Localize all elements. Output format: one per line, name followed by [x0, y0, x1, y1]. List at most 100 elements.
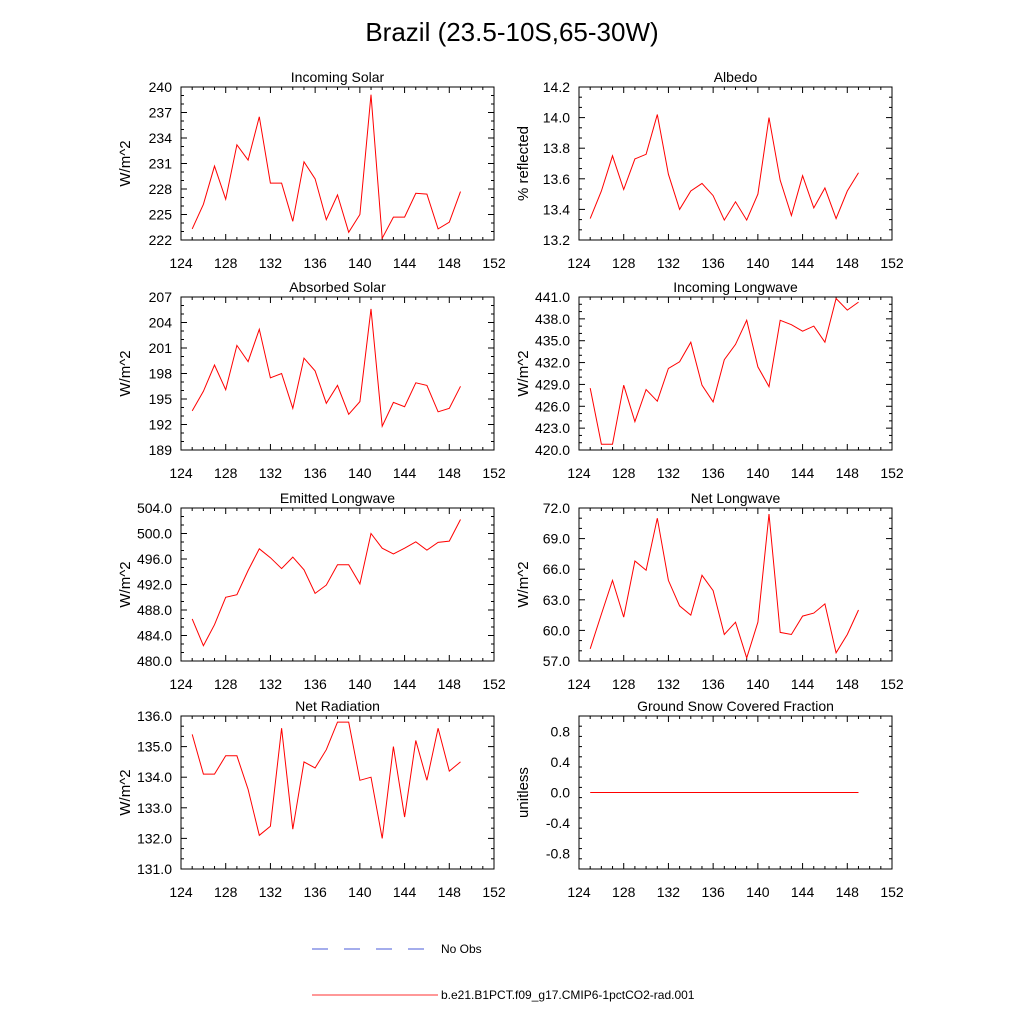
x-tick-label: 152 — [482, 255, 506, 271]
x-tick-label: 140 — [348, 465, 372, 481]
x-tick-label: 144 — [791, 676, 815, 692]
x-tick-label: 132 — [259, 255, 283, 271]
panel-incoming-longwave: Incoming Longwave W/m^2 124 128 132 136 140 144… — [515, 279, 904, 481]
x-tick-label: 148 — [836, 255, 860, 271]
y-tick-label: 63.0 — [543, 592, 570, 608]
x-tick-label: 144 — [791, 465, 815, 481]
y-axis-label: W/m^2 — [515, 561, 532, 607]
panel-net-longwave: Net Longwave W/m^2 124 128 132 136 140 144 148 15… — [515, 490, 904, 692]
panel-title: Incoming Longwave — [673, 279, 798, 295]
y-tick-label: 57.0 — [543, 653, 570, 669]
x-tick-label: 136 — [701, 255, 725, 271]
y-axis-label: W/m^2 — [515, 350, 532, 396]
y-tick-label: -0.8 — [546, 846, 570, 862]
x-tick-label: 136 — [303, 255, 327, 271]
x-tick-label: 124 — [169, 255, 193, 271]
y-tick-label: 438.0 — [535, 311, 570, 327]
x-tick-label: 140 — [746, 884, 770, 900]
x-tick-label: 124 — [567, 255, 591, 271]
x-tick-label: 148 — [438, 676, 462, 692]
y-tick-label: 237 — [149, 105, 173, 121]
y-tick-label: 504.0 — [137, 500, 172, 516]
y-tick-label: 234 — [149, 130, 173, 146]
x-tick-label: 152 — [880, 465, 904, 481]
x-tick-label: 128 — [612, 255, 636, 271]
legend-label-model: b.e21.B1PCT.f09_g17.CMIP6-1pctCO2-rad.00… — [441, 988, 695, 1002]
series-line — [589, 114, 859, 222]
y-tick-label: 131.0 — [137, 861, 172, 877]
y-tick-label: 195 — [149, 391, 173, 407]
y-tick-label: 423.0 — [535, 420, 570, 436]
x-tick-label: 128 — [214, 676, 238, 692]
y-tick-label: 0.0 — [551, 785, 571, 801]
x-tick-label: 148 — [438, 884, 462, 900]
series-line — [191, 721, 461, 839]
panel-net-radiation: Net Radiation W/m^2 124 128 132 136 140 144 148 1… — [117, 698, 506, 900]
panel-incoming-solar: Incoming Solar W/m^2 124 128 132 136 140 144 148… — [117, 69, 506, 271]
panel-absorbed-solar: Absorbed Solar W/m^2 124 128 132 136 140 144 148… — [117, 279, 506, 481]
x-tick-label: 152 — [880, 884, 904, 900]
plot-frame — [180, 86, 495, 241]
y-tick-label: 201 — [149, 340, 173, 356]
y-tick-label: 426.0 — [535, 398, 570, 414]
x-tick-label: 128 — [214, 884, 238, 900]
x-tick-label: 144 — [791, 255, 815, 271]
x-tick-label: 136 — [701, 676, 725, 692]
y-tick-label: 488.0 — [137, 602, 172, 618]
x-tick-label: 144 — [393, 676, 417, 692]
x-tick-label: 132 — [259, 884, 283, 900]
y-tick-label: 136.0 — [137, 708, 172, 724]
x-tick-label: 136 — [303, 676, 327, 692]
y-tick-label: 441.0 — [535, 289, 570, 305]
y-tick-label: 222 — [149, 232, 173, 248]
x-tick-label: 144 — [791, 884, 815, 900]
y-tick-label: 207 — [149, 289, 173, 305]
y-tick-label: 189 — [149, 442, 173, 458]
x-tick-label: 124 — [169, 676, 193, 692]
plot-frame — [578, 296, 893, 451]
plot-frame — [180, 296, 495, 451]
panel-title: Incoming Solar — [291, 69, 385, 85]
y-tick-label: 492.0 — [137, 577, 172, 593]
y-tick-label: 60.0 — [543, 622, 570, 638]
y-tick-label: -0.4 — [546, 815, 570, 831]
x-tick-label: 136 — [701, 465, 725, 481]
y-tick-label: 13.4 — [543, 201, 570, 217]
x-tick-label: 124 — [567, 465, 591, 481]
y-tick-label: 14.2 — [543, 79, 570, 95]
figure-title: Brazil (23.5-10S,65-30W) — [365, 17, 658, 47]
y-tick-label: 132.0 — [137, 830, 172, 846]
y-axis-label: unitless — [515, 767, 532, 818]
x-tick-label: 144 — [393, 465, 417, 481]
x-tick-label: 128 — [612, 676, 636, 692]
x-tick-label: 132 — [657, 255, 681, 271]
y-tick-label: 429.0 — [535, 376, 570, 392]
y-tick-label: 13.8 — [543, 140, 570, 156]
x-tick-label: 132 — [259, 465, 283, 481]
y-tick-label: 240 — [149, 79, 173, 95]
panels: Incoming Solar W/m^2 124 128 132 136 140 144 148… — [117, 69, 904, 900]
y-tick-label: 204 — [149, 315, 173, 331]
x-tick-label: 132 — [657, 465, 681, 481]
y-tick-label: 420.0 — [535, 442, 570, 458]
y-tick-label: 0.8 — [551, 723, 571, 739]
panel-title: Net Radiation — [295, 698, 380, 714]
panel-ground-snow-covered-fraction: Ground Snow Covered Fraction unitless 124 1… — [515, 698, 904, 900]
x-tick-label: 132 — [657, 676, 681, 692]
y-tick-label: 228 — [149, 181, 173, 197]
x-tick-label: 144 — [393, 255, 417, 271]
x-tick-label: 128 — [214, 255, 238, 271]
x-tick-label: 132 — [259, 676, 283, 692]
plot-frame — [180, 715, 495, 870]
y-tick-label: 134.0 — [137, 769, 172, 785]
y-axis-label: % reflected — [515, 126, 532, 201]
x-tick-label: 148 — [438, 465, 462, 481]
series-line — [589, 297, 859, 445]
x-tick-label: 152 — [880, 255, 904, 271]
y-tick-label: 231 — [149, 156, 173, 172]
x-tick-label: 124 — [567, 676, 591, 692]
y-tick-label: 192 — [149, 417, 173, 433]
panel-title: Ground Snow Covered Fraction — [637, 698, 834, 714]
y-tick-label: 13.2 — [543, 232, 570, 248]
plot-frame — [578, 86, 893, 241]
